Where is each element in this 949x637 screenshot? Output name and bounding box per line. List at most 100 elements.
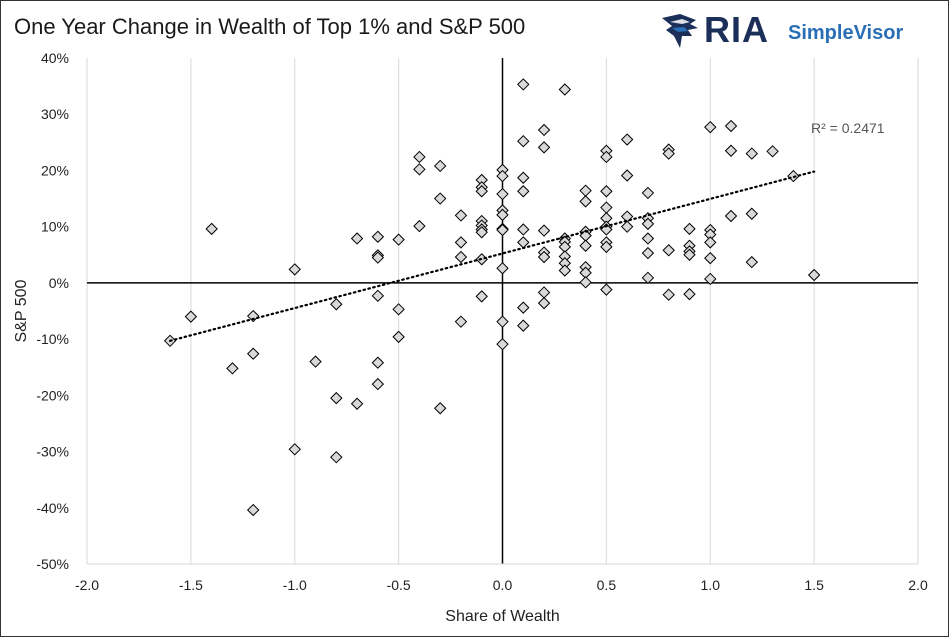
data-point bbox=[558, 83, 572, 96]
data-point bbox=[496, 262, 509, 275]
data-point bbox=[558, 264, 572, 277]
data-point bbox=[724, 209, 738, 223]
y-tick-label: -10% bbox=[36, 331, 69, 347]
data-point bbox=[205, 222, 218, 236]
data-point bbox=[745, 207, 759, 220]
data-point bbox=[517, 135, 530, 148]
ria-simplevisor-logo: RIA SimpleVisor bbox=[660, 8, 920, 54]
data-point bbox=[413, 163, 426, 176]
x-tick-label: 1.0 bbox=[701, 577, 721, 593]
data-point bbox=[620, 133, 634, 146]
data-point bbox=[745, 255, 759, 269]
x-tick-label: 1.5 bbox=[804, 577, 824, 593]
data-point bbox=[537, 141, 551, 154]
y-tick-label: -50% bbox=[36, 556, 69, 572]
data-point bbox=[454, 209, 468, 222]
data-point bbox=[766, 145, 779, 158]
trendline-group bbox=[169, 170, 816, 342]
data-point bbox=[517, 171, 530, 184]
data-point bbox=[600, 185, 613, 198]
data-point bbox=[371, 251, 385, 264]
data-point bbox=[392, 233, 405, 246]
x-axis-title: Share of Wealth bbox=[445, 608, 559, 625]
data-point bbox=[537, 250, 551, 264]
y-tick-label: 20% bbox=[41, 162, 69, 178]
data-point bbox=[579, 195, 592, 208]
data-point bbox=[226, 362, 239, 375]
data-point bbox=[704, 236, 717, 249]
data-point bbox=[641, 186, 655, 200]
data-point bbox=[433, 402, 447, 415]
y-tick-label: -20% bbox=[36, 387, 69, 403]
data-point bbox=[683, 222, 696, 236]
data-point bbox=[288, 443, 301, 456]
data-point bbox=[288, 263, 301, 276]
data-point bbox=[641, 271, 655, 285]
x-tick-label: 0.0 bbox=[493, 577, 513, 593]
data-point bbox=[600, 240, 613, 254]
r-squared-label: R² = 0.2471 bbox=[811, 120, 885, 136]
data-points bbox=[163, 78, 821, 517]
data-point bbox=[350, 397, 364, 410]
data-point bbox=[330, 391, 343, 405]
data-point bbox=[517, 319, 530, 332]
data-point bbox=[309, 355, 322, 368]
data-point bbox=[662, 288, 675, 301]
data-point bbox=[537, 123, 551, 137]
data-point bbox=[433, 159, 447, 173]
data-point bbox=[496, 169, 509, 183]
data-point bbox=[413, 219, 426, 233]
data-point bbox=[433, 192, 447, 205]
data-point bbox=[641, 246, 655, 260]
data-point bbox=[620, 169, 634, 182]
x-tick-label: -1.5 bbox=[179, 577, 203, 593]
data-point bbox=[600, 150, 613, 164]
data-point bbox=[579, 276, 592, 289]
data-point bbox=[517, 185, 530, 198]
data-point bbox=[537, 224, 551, 237]
y-tick-label: -40% bbox=[36, 500, 69, 516]
data-point bbox=[475, 226, 488, 239]
y-tick-label: -30% bbox=[36, 444, 69, 460]
data-point bbox=[641, 232, 655, 245]
data-point bbox=[517, 78, 530, 91]
y-tick-label: 0% bbox=[49, 275, 69, 291]
y-tick-labels: 40% 30% 20% 10% 0% -10% -20% -30% -40% -50% bbox=[36, 50, 69, 572]
data-point bbox=[683, 287, 696, 301]
trendline bbox=[169, 170, 816, 342]
x-tick-label: -0.5 bbox=[387, 577, 411, 593]
data-point bbox=[496, 315, 509, 328]
data-point bbox=[371, 377, 385, 391]
data-point bbox=[704, 272, 717, 286]
data-point bbox=[704, 251, 717, 265]
data-point bbox=[496, 223, 509, 237]
x-tick-label: 0.5 bbox=[597, 577, 617, 593]
y-tick-label: 40% bbox=[41, 50, 69, 66]
data-point bbox=[517, 301, 530, 314]
y-tick-label: 30% bbox=[41, 106, 69, 122]
gridlines bbox=[86, 58, 919, 564]
x-tick-labels: -2.0 -1.5 -1.0 -0.5 0.0 0.5 1.0 1.5 2.0 bbox=[75, 577, 928, 593]
data-point bbox=[496, 208, 509, 222]
logo-brand-text: RIA bbox=[704, 9, 769, 50]
data-point bbox=[184, 310, 198, 323]
data-point bbox=[392, 303, 405, 316]
x-tick-label: 2.0 bbox=[908, 577, 928, 593]
y-axis-title: S&P 500 bbox=[13, 279, 30, 342]
data-point bbox=[517, 223, 530, 236]
data-point bbox=[620, 220, 634, 233]
data-point bbox=[392, 330, 405, 344]
data-point bbox=[683, 248, 696, 261]
data-point bbox=[330, 450, 343, 464]
data-point bbox=[807, 268, 821, 282]
data-point bbox=[330, 298, 343, 311]
data-point bbox=[371, 289, 385, 303]
data-point bbox=[600, 283, 613, 296]
x-tick-label: -1.0 bbox=[283, 577, 307, 593]
data-point bbox=[454, 315, 468, 328]
data-point bbox=[413, 150, 426, 164]
data-point bbox=[641, 217, 655, 231]
data-point bbox=[454, 236, 468, 249]
